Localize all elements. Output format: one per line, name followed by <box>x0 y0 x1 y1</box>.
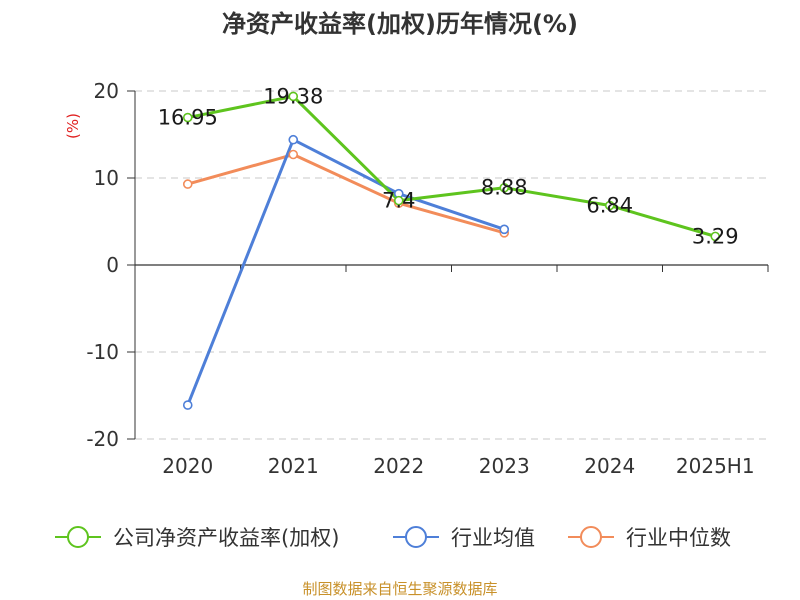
axes: 20 10 0 -10 -20 2020 2021 2022 2023 2024 2025H1 <box>86 79 769 478</box>
series-2-point-2020 <box>182 179 193 189</box>
x-tick-label-2025H1: 2025H1 <box>676 454 755 478</box>
series-0-point-2021 <box>288 91 299 102</box>
series-line-0 <box>187 94 716 238</box>
data-labels: 16.95 19.38 7.4 8.88 6.84 3.29 <box>158 84 739 248</box>
series-0-point-2020 <box>182 112 193 123</box>
legend-label-1: 行业均值 <box>451 526 535 550</box>
x-tick-label-2023: 2023 <box>479 454 530 478</box>
legend: 公司净资产收益率(加权) 行业均值 行业中位数 <box>55 526 731 550</box>
series-0-point-2025H1 <box>710 231 721 242</box>
x-tick-label-2022: 2022 <box>373 454 424 478</box>
series-0-point-2024 <box>604 200 615 211</box>
y-tick-label-20: 20 <box>94 79 119 103</box>
series-1-point-2021 <box>288 134 299 145</box>
legend-marker-2 <box>580 526 602 548</box>
data-label-2020: 16.95 <box>158 106 218 130</box>
x-tick-label-2024: 2024 <box>584 454 635 478</box>
series-0-point-2023 <box>499 182 510 193</box>
y-tick-label--10: -10 <box>86 340 119 364</box>
data-label-2024: 6.84 <box>586 193 633 217</box>
y-tick-label-10: 10 <box>94 166 119 190</box>
source-note: 制图数据来自恒生聚源数据库 <box>302 580 497 598</box>
y-axis-label: (%) <box>64 113 82 139</box>
y-tick-label-0: 0 <box>106 253 119 277</box>
data-label-2021: 19.38 <box>263 84 323 108</box>
legend-label-2: 行业中位数 <box>626 526 731 550</box>
y-tick-label--20: -20 <box>86 427 119 451</box>
x-tick-label-2021: 2021 <box>268 454 319 478</box>
legend-label-0: 公司净资产收益率(加权) <box>113 526 339 550</box>
series-1-point-2023 <box>499 224 510 235</box>
legend-marker-1 <box>405 526 427 548</box>
grid-lines <box>135 90 768 440</box>
series-line-1 <box>186 138 505 406</box>
series-2-point-2021 <box>288 149 299 160</box>
data-label-2022: 7.4 <box>382 189 415 213</box>
series-line-2 <box>187 153 505 235</box>
legend-marker-0 <box>67 526 89 548</box>
series-lines <box>182 91 721 410</box>
series-0-point-2022 <box>393 195 404 206</box>
x-tick-label-2020: 2020 <box>162 454 213 478</box>
data-label-2025H1: 3.29 <box>692 224 739 248</box>
data-label-2023: 8.88 <box>481 176 528 200</box>
chart-title: 净资产收益率(加权)历年情况(%) <box>222 10 578 38</box>
series-1-point-2020 <box>182 400 193 410</box>
